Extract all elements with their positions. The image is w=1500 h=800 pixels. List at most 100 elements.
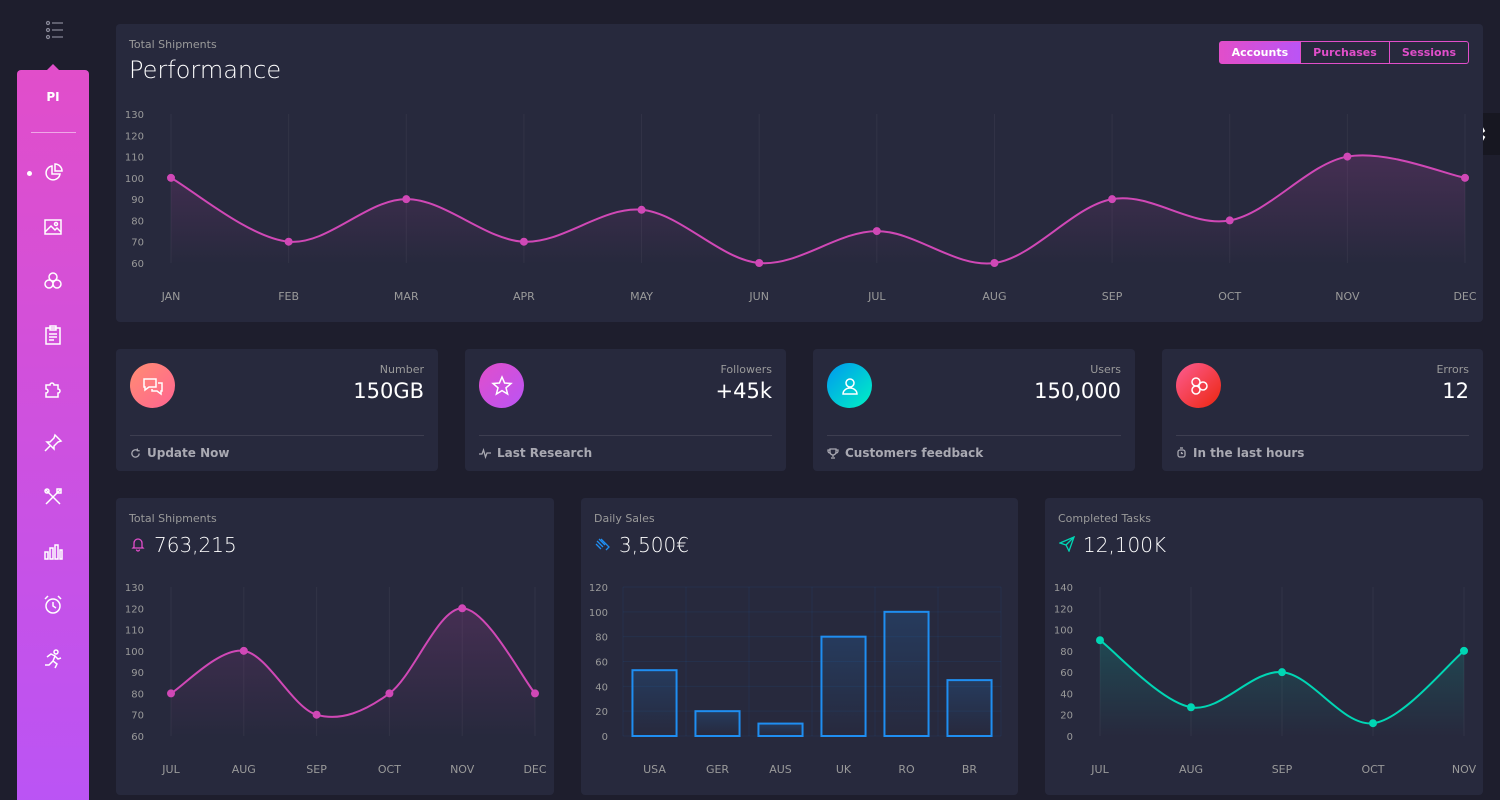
stat-card-number: Number 150GB Update Now	[116, 349, 438, 471]
y-tick-label: 60	[131, 259, 144, 270]
point-jul	[872, 227, 881, 236]
sales-card: Daily Sales 3,500€ 0 20 40 60 80 100 120 USA GER…	[581, 498, 1018, 795]
point-oct	[1369, 719, 1377, 728]
stat-label: Followers	[720, 363, 772, 376]
alarm-icon[interactable]	[41, 593, 65, 617]
x-tick-label: JUL	[867, 290, 886, 303]
y-tick-label: 100	[125, 647, 144, 658]
point-sep	[1108, 195, 1117, 204]
point-jul	[167, 689, 175, 698]
point-aug	[239, 646, 248, 655]
bar-br	[946, 679, 993, 737]
stat-value: 12	[1442, 379, 1469, 403]
x-tick-label: JUN	[748, 290, 769, 303]
point-dec	[531, 689, 539, 698]
y-tick-label: 140	[1054, 583, 1073, 594]
pin-icon[interactable]	[41, 431, 65, 455]
point-mar	[402, 195, 411, 204]
x-tick-label: BR	[962, 763, 978, 776]
bell-icon	[131, 538, 145, 552]
puzzle-icon[interactable]	[41, 377, 65, 401]
point-dec	[1461, 173, 1469, 182]
stat-footer-text: Customers feedback	[845, 446, 984, 460]
tab-sessions[interactable]: Sessions	[1388, 41, 1469, 64]
chart-bars-icon[interactable]	[41, 539, 65, 563]
x-tick-label: AUG	[982, 290, 1006, 303]
delivery-fast-icon	[595, 538, 610, 551]
sidebar-divider	[31, 132, 76, 133]
stat-footer[interactable]: Last Research	[479, 446, 592, 460]
star-icon	[479, 363, 524, 408]
runner-icon[interactable]	[41, 647, 65, 671]
tasks-card: Completed Tasks 12,100K 0 20 40 60 80 100 120 1…	[1045, 498, 1483, 795]
sidebar-logo[interactable]: PI	[46, 90, 60, 104]
sidebar: PI	[17, 64, 89, 800]
x-tick-label: AUS	[769, 763, 792, 776]
x-tick-label: DEC	[523, 763, 546, 776]
point-feb	[284, 237, 293, 246]
y-tick-label: 120	[1054, 604, 1073, 615]
trophy-icon	[827, 447, 839, 459]
tasks-value: 12,100K	[1083, 533, 1167, 557]
divider	[479, 435, 772, 436]
tasks-chart: 0 20 40 60 80 100 120 140 JUL AUG SEP OCT NOV	[1054, 583, 1477, 776]
point-jun	[755, 259, 764, 267]
divider	[827, 435, 1121, 436]
bar-aus	[757, 722, 804, 737]
point-aug	[1187, 703, 1195, 712]
bar-ger	[694, 710, 741, 738]
sales-chart: 0 20 40 60 80 100 120 USA GER AUS UK RO BR	[589, 583, 1002, 776]
y-tick-label: 60	[595, 658, 608, 669]
y-tick-label: 100	[125, 174, 144, 185]
divider	[130, 435, 424, 436]
stat-label: Number	[379, 363, 424, 376]
x-tick-label: SEP	[1272, 763, 1293, 776]
point-may	[637, 205, 646, 214]
stat-footer-text: Update Now	[147, 446, 230, 460]
performance-card: Total Shipments Performance Accounts Pur…	[116, 24, 1483, 322]
x-tick-label: AUG	[232, 763, 256, 776]
chat-icon	[130, 363, 175, 408]
stat-footer[interactable]: In the last hours	[1176, 446, 1304, 460]
stat-value: +45k	[715, 379, 772, 403]
stat-footer[interactable]: Update Now	[130, 446, 229, 460]
menu-toggle-icon[interactable]	[44, 19, 66, 41]
y-tick-label: 130	[125, 110, 144, 121]
x-tick-label: FEB	[278, 290, 299, 303]
divider	[1176, 435, 1469, 436]
y-tick-label: 40	[1060, 689, 1073, 700]
y-tick-label: 40	[595, 682, 608, 693]
x-tick-label: RO	[898, 763, 915, 776]
atom-icon[interactable]	[41, 269, 65, 293]
y-tick-label: 60	[131, 732, 144, 743]
y-tick-label: 0	[602, 732, 608, 743]
image-icon[interactable]	[41, 215, 65, 239]
x-tick-label: OCT	[378, 763, 401, 776]
sales-value: 3,500€	[619, 533, 689, 557]
stat-label: Users	[1090, 363, 1121, 376]
dashboard-icon[interactable]	[41, 161, 65, 185]
shipments-category: Total Shipments	[129, 512, 217, 525]
tools-icon[interactable]	[41, 485, 65, 509]
x-tick-label: NOV	[1452, 763, 1477, 776]
refresh-icon	[131, 447, 140, 458]
point-jan	[167, 173, 175, 182]
series-area	[171, 608, 535, 736]
y-tick-label: 80	[1060, 647, 1073, 658]
point-nov	[458, 604, 467, 613]
y-tick-label: 120	[125, 131, 144, 142]
stat-footer[interactable]: Customers feedback	[827, 446, 983, 460]
point-apr	[519, 237, 528, 246]
watch-icon	[1177, 447, 1186, 458]
stat-footer-text: Last Research	[497, 446, 593, 460]
point-oct	[1225, 216, 1234, 225]
x-tick-label: DEC	[1453, 290, 1476, 303]
series-area	[1100, 640, 1464, 736]
y-tick-label: 80	[595, 633, 608, 644]
point-sep	[312, 710, 321, 719]
x-tick-label: MAR	[394, 290, 419, 303]
clipboard-icon[interactable]	[41, 323, 65, 347]
tab-accounts[interactable]: Accounts	[1218, 41, 1302, 64]
y-tick-label: 0	[1067, 732, 1073, 743]
x-tick-label: NOV	[450, 763, 475, 776]
